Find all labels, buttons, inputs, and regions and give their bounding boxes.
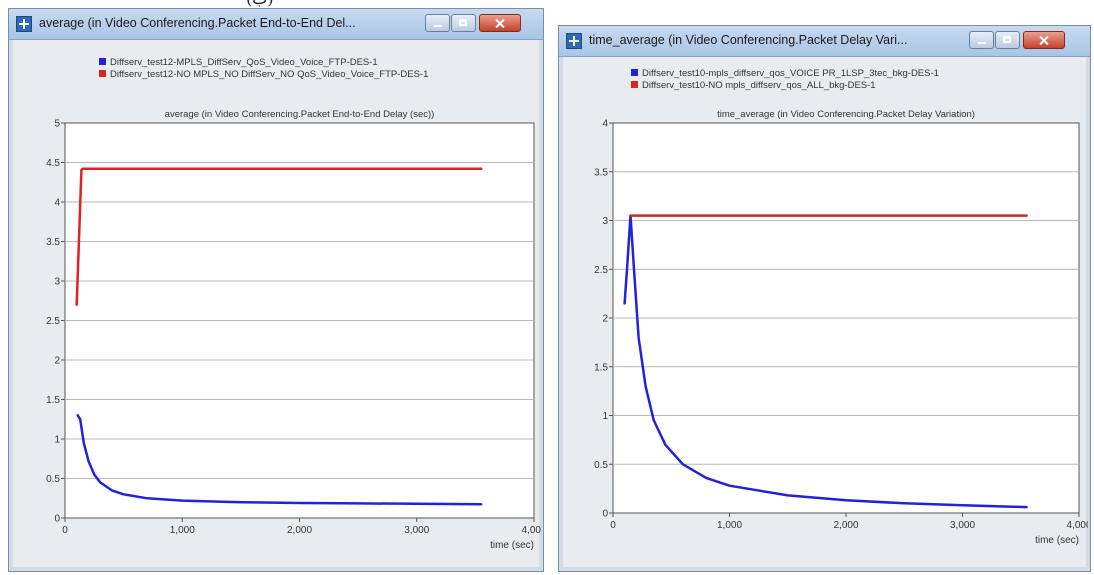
y-tick-label: 3.5	[594, 167, 608, 178]
chart-area: Diffserv_test10-mpls_diffserv_qos_VOICE …	[563, 57, 1088, 567]
window-title: average (in Video Conferencing.Packet En…	[39, 16, 356, 30]
close-button[interactable]	[1023, 31, 1065, 49]
y-tick-label: 5	[54, 119, 60, 130]
window-title: time_average (in Video Conferencing.Pack…	[589, 33, 908, 47]
x-tick-label: 4,000	[521, 525, 541, 536]
app-icon	[566, 33, 582, 49]
window-titlebar[interactable]: time_average (in Video Conferencing.Pack…	[559, 26, 1090, 57]
x-tick-label: 0	[610, 520, 616, 531]
legend-swatch	[99, 58, 106, 65]
x-tick-label: 2,000	[833, 520, 858, 531]
x-tick-label: 3,000	[950, 520, 975, 531]
y-tick-label: 4	[54, 198, 60, 209]
y-tick-label: 0.5	[594, 460, 608, 471]
close-button[interactable]	[479, 14, 521, 32]
y-tick-label: 2	[602, 314, 608, 325]
legend-label: Diffserv_test10-mpls_diffserv_qos_VOICE …	[642, 68, 939, 79]
window-titlebar[interactable]: average (in Video Conferencing.Packet En…	[9, 9, 543, 40]
legend-label: Diffserv_test10-NO mpls_diffserv_qos_ALL…	[642, 80, 876, 91]
chart-window-delay-variation[interactable]: time_average (in Video Conferencing.Pack…	[558, 25, 1091, 572]
maximize-button[interactable]	[995, 31, 1020, 49]
y-tick-label: 2.5	[594, 265, 608, 276]
x-tick-label: 1,000	[717, 520, 742, 531]
top-caption: (ب)	[246, 0, 274, 8]
y-tick-label: 0	[54, 514, 60, 525]
top-strip	[0, 0, 1094, 8]
series-line-2	[75, 167, 483, 306]
x-axis-label: time (sec)	[490, 540, 534, 551]
chart-window-end-to-end-delay[interactable]: average (in Video Conferencing.Packet En…	[8, 8, 544, 572]
y-tick-label: 1.5	[594, 362, 608, 373]
x-tick-label: 4,000	[1066, 520, 1088, 531]
chart-title: average (in Video Conferencing.Packet En…	[165, 109, 435, 120]
x-tick-label: 2,000	[287, 525, 312, 536]
legend-swatch	[99, 70, 106, 77]
y-tick-label: 0.5	[46, 474, 60, 485]
x-tick-label: 0	[62, 525, 68, 536]
y-tick-label: 1.5	[46, 395, 60, 406]
y-tick-label: 1	[54, 435, 60, 446]
series-line-1	[623, 214, 1028, 509]
minimize-button[interactable]	[969, 31, 994, 49]
legend-swatch	[631, 81, 638, 88]
x-tick-label: 1,000	[170, 525, 195, 536]
legend-label: Diffserv_test12-MPLS_DiffServ_QoS_Video_…	[110, 57, 378, 68]
chart-area: Diffserv_test12-MPLS_DiffServ_QoS_Video_…	[13, 40, 541, 567]
y-tick-label: 2.5	[46, 316, 60, 327]
y-tick-label: 4	[602, 119, 608, 130]
delay-variation-chart: Diffserv_test10-mpls_diffserv_qos_VOICE …	[594, 68, 1088, 546]
y-tick-label: 3	[54, 277, 60, 288]
legend-label: Diffserv_test12-NO MPLS_NO DiffServ_NO Q…	[110, 69, 428, 80]
y-tick-label: 2	[54, 356, 60, 367]
maximize-button[interactable]	[451, 14, 476, 32]
y-tick-label: 0	[602, 509, 608, 520]
series-line-1	[76, 414, 483, 506]
chart-title: time_average (in Video Conferencing.Pack…	[717, 109, 975, 120]
y-tick-label: 3.5	[46, 237, 60, 248]
app-icon	[16, 16, 32, 32]
minimize-button[interactable]	[425, 14, 450, 32]
x-tick-label: 3,000	[404, 525, 429, 536]
legend-swatch	[631, 69, 638, 76]
y-tick-label: 1	[602, 411, 608, 422]
y-tick-label: 4.5	[46, 158, 60, 169]
end-to-end-delay-chart: Diffserv_test12-MPLS_DiffServ_QoS_Video_…	[46, 57, 541, 551]
y-tick-label: 3	[602, 216, 608, 227]
x-axis-label: time (sec)	[1035, 535, 1079, 546]
